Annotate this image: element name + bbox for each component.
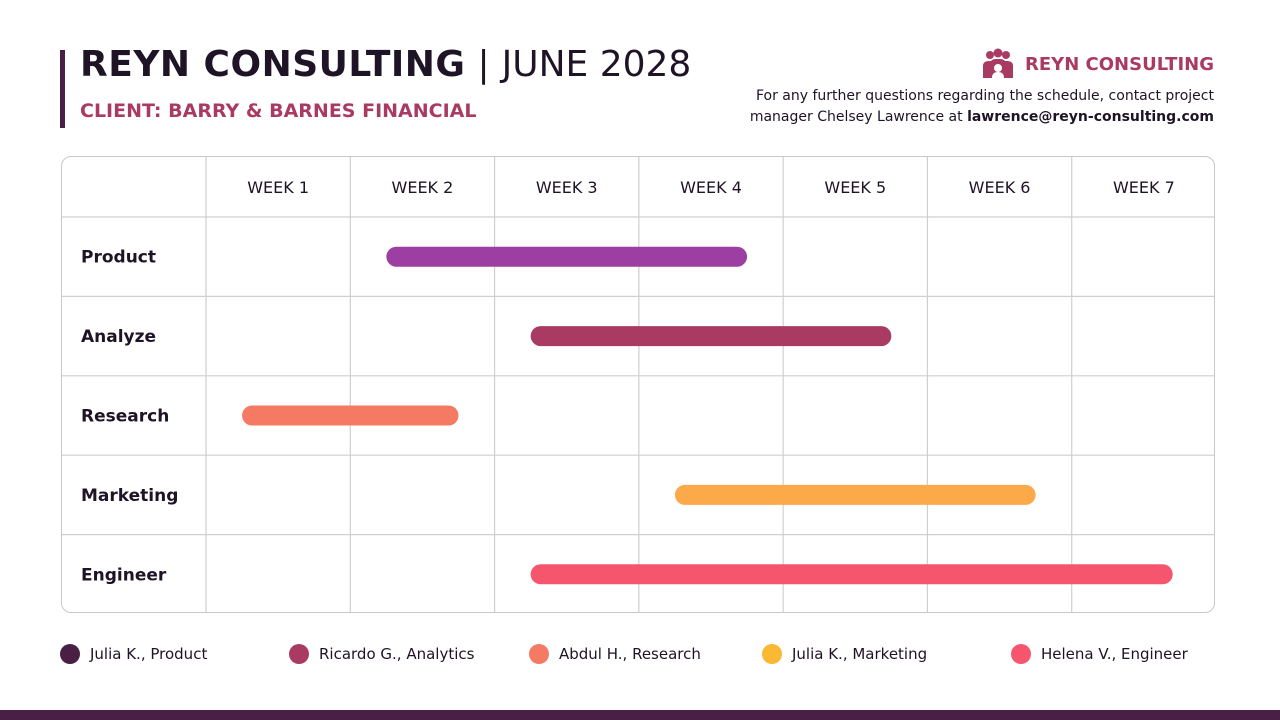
contact-info: For any further questions regarding the …: [734, 86, 1214, 128]
people-group-icon: [983, 48, 1014, 78]
page-title: REYN CONSULTING | JUNE 2028: [80, 44, 691, 85]
legend-dot: [762, 644, 782, 664]
task-label: Analyze: [81, 327, 156, 347]
legend: Julia K., Product Ricardo G., Analytics Ab…: [60, 644, 1220, 668]
footer-bar: [0, 710, 1280, 720]
legend-label: Julia K., Marketing: [792, 645, 928, 663]
legend-label: Helena V., Engineer: [1041, 645, 1188, 663]
legend-dot: [289, 644, 309, 664]
task-label: Marketing: [81, 486, 178, 506]
company-name: REYN CONSULTING: [80, 44, 466, 85]
legend-label: Ricardo G., Analytics: [319, 645, 475, 663]
company-logo: REYN CONSULTING: [981, 48, 1214, 80]
legend-item: Julia K., Marketing: [762, 644, 927, 664]
legend-label: Abdul H., Research: [559, 645, 701, 663]
week-header: WEEK 6: [969, 178, 1031, 197]
legend-item: Abdul H., Research: [529, 644, 701, 664]
legend-item: Ricardo G., Analytics: [289, 644, 474, 664]
week-header: WEEK 2: [392, 178, 454, 197]
week-header: WEEK 4: [680, 178, 742, 197]
task-label: Engineer: [81, 565, 167, 585]
legend-dot: [1011, 644, 1031, 664]
legend-item: Helena V., Engineer: [1011, 644, 1188, 664]
week-header: WEEK 7: [1113, 178, 1175, 197]
legend-item: Julia K., Product: [60, 644, 207, 664]
legend-label: Julia K., Product: [90, 645, 208, 663]
contact-email[interactable]: lawrence@reyn-consulting.com: [967, 109, 1214, 125]
logo-text: REYN CONSULTING: [1025, 53, 1214, 75]
task-label: Research: [81, 407, 169, 427]
legend-dot: [60, 644, 80, 664]
week-header: WEEK 5: [824, 178, 886, 197]
contact-text: For any further questions regarding the …: [749, 88, 1214, 125]
client-name: CLIENT: BARRY & BARNES FINANCIAL: [80, 100, 477, 122]
title-separator: |: [477, 44, 490, 85]
legend-dot: [529, 644, 549, 664]
title-accent-bar: [60, 50, 65, 128]
gantt-chart: WEEK 1 WEEK 2 WEEK 3 WEEK 4 WEEK 5 WEEK 6 WEEK…: [61, 156, 1215, 613]
week-header: WEEK 3: [536, 178, 598, 197]
schedule-date: JUNE 2028: [501, 44, 692, 85]
gantt-chart-svg: WEEK 1 WEEK 2 WEEK 3 WEEK 4 WEEK 5 WEEK 6 WEEK…: [62, 157, 1214, 612]
task-label: Product: [81, 248, 156, 268]
week-header: WEEK 1: [247, 178, 309, 197]
